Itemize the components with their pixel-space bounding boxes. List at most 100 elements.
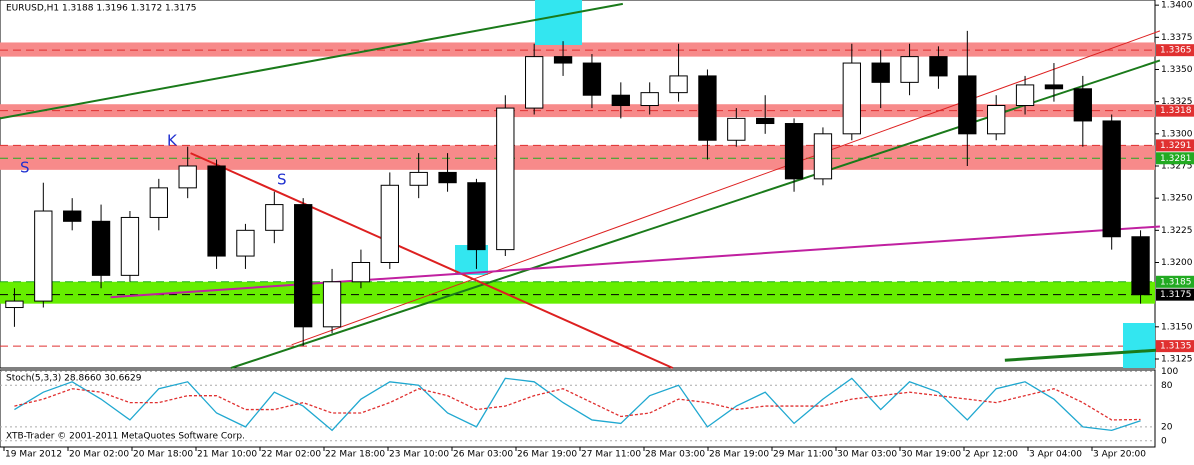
x-tick-label: 30 Mar 03:00 <box>837 450 897 460</box>
candle-body <box>727 117 746 141</box>
chart-title: EURUSD,H1 1.3188 1.3196 1.3172 1.3175 <box>6 4 197 14</box>
level-label: 1.3135 <box>1160 342 1192 352</box>
candle-body <box>1102 120 1121 238</box>
trend-line <box>291 30 1161 346</box>
x-tick-label: 2 Apr 12:00 <box>965 450 1018 460</box>
candle-body <box>842 62 861 135</box>
y-tick-label: 1.3350 <box>1161 65 1193 75</box>
zone <box>0 281 1155 304</box>
candle-body <box>120 216 140 276</box>
candle-body <box>380 184 399 263</box>
level-label: 1.3291 <box>1160 141 1192 151</box>
x-tick-label: 26 Mar 19:00 <box>517 450 577 460</box>
stoch-tick-label: 20 <box>1161 422 1173 432</box>
x-tick-label: 29 Mar 11:00 <box>773 450 833 460</box>
annotation: S <box>20 159 30 177</box>
x-tick-label: 20 Mar 18:00 <box>133 450 193 460</box>
trend-line <box>0 2 624 120</box>
candle-body <box>496 107 515 251</box>
x-tick-label: 22 Mar 02:00 <box>261 450 321 460</box>
x-tick-label: 22 Mar 18:00 <box>325 450 385 460</box>
y-tick-label: 1.3225 <box>1161 226 1193 236</box>
highlight-box <box>535 0 582 45</box>
candle-body <box>640 92 659 107</box>
candle-body <box>91 220 111 276</box>
stoch-tick-label: 80 <box>1161 381 1173 391</box>
y-tick-label: 1.3375 <box>1161 33 1193 43</box>
candle-body <box>958 75 977 135</box>
candle-body <box>900 56 919 83</box>
candle-body <box>582 62 602 96</box>
candle-body <box>351 261 371 283</box>
x-tick-label: 23 Mar 10:00 <box>389 450 449 460</box>
x-tick-label: 30 Mar 19:00 <box>901 450 961 460</box>
candle-body <box>207 165 226 257</box>
stoch-label: Stoch(5,3,3) 28.8660 30.6629 <box>6 374 142 384</box>
candle-body <box>63 210 82 222</box>
candle-body <box>34 210 53 302</box>
candle-body <box>669 75 688 94</box>
y-tick-label: 1.3200 <box>1161 258 1193 268</box>
y-tick-label: 1.3250 <box>1161 194 1193 204</box>
level-box <box>1156 152 1194 165</box>
zone <box>0 42 1155 57</box>
x-tick-label: 26 Mar 03:00 <box>453 450 513 460</box>
x-tick-label: 28 Mar 19:00 <box>709 450 769 460</box>
candle-body <box>813 133 833 180</box>
x-tick-label: 28 Mar 03:00 <box>645 450 705 460</box>
candle-body <box>409 171 428 186</box>
candle-body <box>294 204 313 328</box>
candle-body <box>1131 236 1150 296</box>
candle-body <box>553 56 573 64</box>
highlight-box <box>1123 323 1155 368</box>
candle-body <box>1044 84 1064 90</box>
candle-body <box>5 300 24 309</box>
x-tick-label: 21 Mar 10:00 <box>197 450 257 460</box>
level-label: 1.3185 <box>1160 277 1192 287</box>
candle-body <box>1073 88 1092 122</box>
x-tick-label: 19 Mar 2012 <box>5 450 62 460</box>
candle-body <box>438 171 457 184</box>
y-tick-label: 1.3150 <box>1161 322 1193 332</box>
x-tick-label: 3 Apr 04:00 <box>1029 450 1082 460</box>
candle-body <box>149 187 168 218</box>
copyright: XTB-Trader © 2001-2011 MetaQuotes Softwa… <box>6 432 245 442</box>
level-box <box>1156 139 1194 152</box>
candle-body <box>322 281 342 328</box>
candle-body <box>698 75 717 141</box>
level-box <box>1156 44 1194 57</box>
candle-body <box>756 117 775 125</box>
trend-line <box>190 152 674 369</box>
x-tick-label: 3 Apr 20:00 <box>1093 450 1146 460</box>
trend-line <box>110 225 1160 299</box>
candle-body <box>467 182 486 251</box>
trend-line <box>1004 348 1161 362</box>
stoch-line <box>14 377 1141 432</box>
annotation: S <box>277 171 287 189</box>
candle-body <box>236 229 255 257</box>
candle-body <box>987 105 1006 135</box>
y-tick-label: 1.3325 <box>1161 97 1193 107</box>
candle-body <box>871 62 890 83</box>
level-label: 1.3175 <box>1160 290 1192 300</box>
y-tick-label: 1.3275 <box>1161 161 1193 171</box>
stoch-line <box>14 388 1141 421</box>
y-tick-label: 1.3300 <box>1161 129 1193 139</box>
stoch-tick-label: 100 <box>1161 367 1178 377</box>
level-label: 1.3281 <box>1160 154 1192 164</box>
stoch-tick-label: 0 <box>1161 436 1167 446</box>
candle-body <box>265 204 284 231</box>
x-tick-label: 20 Mar 02:00 <box>69 450 129 460</box>
candle-body <box>178 165 197 189</box>
level-label: 1.3365 <box>1160 46 1192 56</box>
candle-body <box>784 123 804 180</box>
y-tick-label: 1.3400 <box>1161 1 1193 11</box>
level-label: 1.3318 <box>1160 106 1192 116</box>
candle-body <box>525 56 544 109</box>
level-box <box>1156 104 1194 117</box>
stoch-panel <box>0 369 1156 448</box>
level-box <box>1156 275 1194 288</box>
candle-body <box>929 56 948 77</box>
